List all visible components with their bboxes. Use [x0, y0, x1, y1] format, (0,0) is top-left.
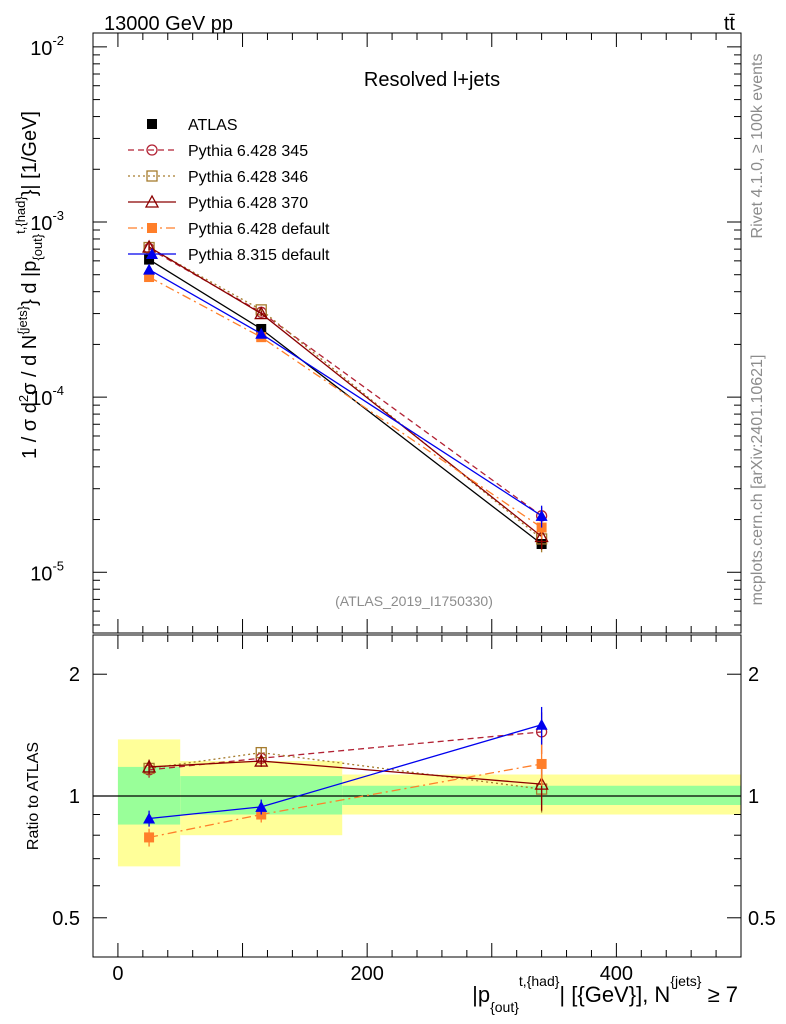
- main-plot-area: [92, 32, 742, 634]
- ratio-plot-area: [92, 634, 742, 958]
- main-y-tick-label-exp: -3: [52, 208, 64, 223]
- data-point-atlas: [144, 254, 155, 265]
- ratio-point-p8def: [143, 812, 156, 824]
- ylabel-part-b: 2: [16, 395, 31, 402]
- data-point-p370: [141, 239, 157, 253]
- x-axis-label: |p{out}t,{had}| [{GeV}], N{jets} ≥ 7: [472, 973, 738, 1015]
- main-y-tick-label: 10-5: [30, 558, 64, 585]
- ratio-axis-ticks: [93, 635, 742, 958]
- main-series-lines: [141, 239, 549, 553]
- legend-label-p345: Pythia 6.428 345: [188, 143, 308, 160]
- side-rivet-label: Rivet 4.1.0, ≥ 100k events: [749, 54, 766, 239]
- data-point-p370: [534, 529, 549, 543]
- main-y-tick-label: 10-2: [30, 33, 64, 60]
- main-y-tick-label-base: 10: [30, 388, 52, 410]
- legend-marker-atlas: [147, 119, 157, 129]
- legend-marker-p370: [144, 194, 160, 208]
- analysis-id-label: (ATLAS_2019_I1750330): [335, 593, 493, 609]
- xlabel-sub: {out}: [490, 999, 519, 1015]
- ratio-x-tick-labels: 0 200 400: [112, 963, 633, 985]
- main-frame: [92, 32, 742, 634]
- ratio-y-axis-label: Ratio to ATLAS: [25, 742, 42, 850]
- ratio-y-tick-label-right: 0.5: [748, 908, 776, 930]
- ratio-y-tick-label-right: 1: [748, 786, 759, 808]
- ylabel-part-g: t,{had}: [13, 196, 28, 234]
- legend-label-p346: Pythia 6.428 346: [188, 169, 308, 186]
- side-mcplots-label: mcplots.cern.ch [arXiv:2401.10621]: [749, 355, 766, 606]
- ratio-point-p6def: [536, 758, 547, 769]
- legend-marker-p8def: [146, 248, 158, 259]
- main-y-tick-label-base: 10: [30, 38, 52, 60]
- data-point-p8def: [535, 509, 548, 521]
- ylabel-part-h: }| [1/GeV]: [19, 111, 41, 196]
- x-tick-label: 200: [350, 963, 383, 985]
- xlabel-rest: | [{GeV}], N: [559, 982, 670, 1007]
- header-right-title: tt̄: [724, 13, 736, 35]
- ratio-point-p8def: [535, 718, 548, 730]
- ratio-point-p370: [534, 776, 549, 790]
- plot-label: Resolved l+jets: [364, 69, 500, 91]
- xlabel-p: |p: [472, 982, 490, 1007]
- ratio-y-tick-label-right: 2: [748, 664, 759, 686]
- x-tick-label: 400: [600, 963, 633, 985]
- legend-label-p6def: Pythia 6.428 default: [188, 221, 330, 238]
- legend-marker-p6def: [147, 223, 157, 233]
- main-y-tick-label: 10-3: [30, 208, 64, 235]
- data-point-p370: [254, 306, 269, 320]
- data-point-p8def: [255, 327, 268, 339]
- ylabel-part-a: 1 / σ d: [19, 402, 41, 459]
- ratio-point-p8def: [255, 800, 268, 812]
- ratio-point-p370: [254, 753, 269, 767]
- main-y-tick-label-base: 10: [30, 563, 52, 585]
- main-y-axis-label: 1 / σ d2σ / d N{jets}} d |p{out}t,{had}}…: [13, 111, 45, 459]
- legend-label-atlas: ATLAS: [188, 117, 238, 134]
- legend: ATLAS Pythia 6.428 345 Pythia 6.428 346 Pyt…: [128, 117, 330, 264]
- xlabel-tail: ≥ 7: [701, 982, 738, 1007]
- data-point-p6def: [144, 272, 155, 283]
- header-left-title: 13000 GeV pp: [104, 13, 233, 35]
- main-y-tick-label-exp: -5: [52, 558, 64, 573]
- ratio-series-lines: [141, 706, 549, 847]
- ylabel-part-f: {out}: [30, 233, 45, 260]
- main-axis-ticks: [93, 33, 742, 633]
- main-y-tick-label-exp: -4: [52, 383, 64, 398]
- main-y-tick-labels: 10-210-310-410-5: [30, 33, 64, 585]
- xlabel-sup2: {jets}: [670, 973, 701, 989]
- ratio-point-p6def: [144, 832, 155, 843]
- ylabel-part-c: σ / d N: [19, 335, 41, 395]
- ratio-y-tick-labels: 0.5 0.5 1 1 2 2: [52, 664, 776, 930]
- ratio-point-p370: [141, 759, 157, 773]
- xlabel-sup: t,{had}: [519, 973, 560, 989]
- main-y-tick-label-base: 10: [30, 213, 52, 235]
- ylabel-part-e: } d |p: [19, 261, 41, 306]
- main-y-tick-label-exp: -2: [52, 33, 64, 48]
- ratio-y-tick-label: 2: [69, 664, 80, 686]
- legend-label-p8def: Pythia 8.315 default: [188, 247, 330, 264]
- ratio-y-tick-label: 1: [69, 786, 80, 808]
- x-tick-label: 0: [112, 963, 123, 985]
- data-point-p8def: [143, 263, 156, 275]
- legend-label-p370: Pythia 6.428 370: [188, 195, 308, 212]
- main-y-tick-label: 10-4: [30, 383, 64, 410]
- legend-marker-p346: [146, 170, 158, 182]
- ratio-y-tick-label: 0.5: [52, 908, 80, 930]
- legend-marker-p345: [146, 144, 158, 156]
- ylabel-part-d: {jets}: [15, 305, 30, 335]
